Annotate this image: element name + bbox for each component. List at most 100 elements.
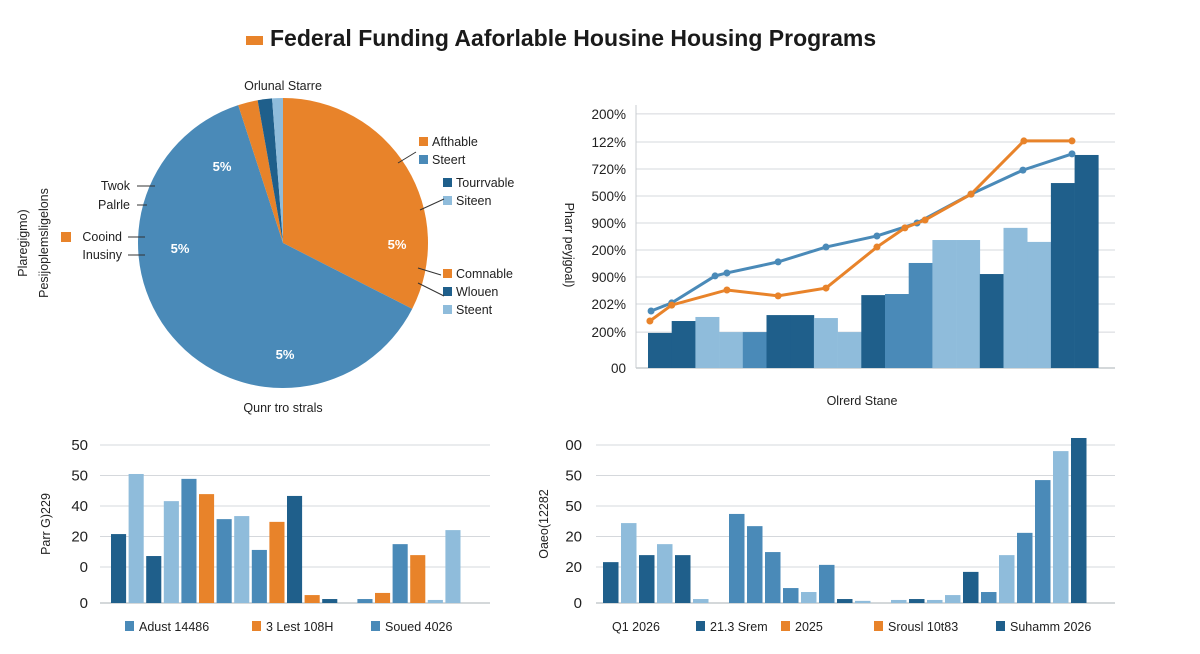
bar xyxy=(675,555,691,603)
legend-label: 3 Lest 108H xyxy=(266,620,333,634)
legend-swatch xyxy=(443,269,452,278)
leader-line xyxy=(397,151,417,164)
bar xyxy=(251,549,267,603)
bar xyxy=(885,294,909,368)
bar xyxy=(375,592,391,603)
y-tick-label: 40 xyxy=(71,498,88,515)
y-tick-label: 0 xyxy=(80,595,88,612)
bar xyxy=(695,316,720,368)
pie-ylabel: Pesijoplemsligelons xyxy=(37,188,51,298)
bar xyxy=(927,599,943,603)
bar xyxy=(648,332,672,368)
pie-data-label: 5% xyxy=(276,347,295,362)
bar xyxy=(837,599,853,603)
pie-data-label: 5% xyxy=(388,237,407,252)
series-point xyxy=(967,190,975,198)
series-point xyxy=(1019,166,1027,174)
legend-swatch xyxy=(874,621,883,631)
y-tick-label: 20 xyxy=(71,529,88,546)
bar xyxy=(1003,227,1028,368)
legend-label: Afthable xyxy=(432,135,478,149)
legend-swatch xyxy=(61,232,71,242)
bar xyxy=(956,240,981,368)
bar xyxy=(932,240,957,368)
series-point xyxy=(873,232,881,240)
series-point xyxy=(646,317,654,325)
bar xyxy=(819,564,835,603)
y-tick-label: 900% xyxy=(591,216,626,231)
legend-swatch xyxy=(419,155,428,164)
bar xyxy=(181,478,197,603)
bar xyxy=(234,516,250,603)
legend-swatch xyxy=(252,621,261,631)
y-tick-label: 0 xyxy=(574,595,582,612)
bar xyxy=(783,588,799,603)
bar xyxy=(963,571,979,603)
pie-slice xyxy=(283,98,429,309)
combo-chart: 00 200% 202% 900% 200% 900% 500% 720% 122% 200% Ol… xyxy=(562,105,1115,408)
leader-line xyxy=(417,282,445,297)
legend-swatch xyxy=(125,621,134,631)
y-tick-label: 122% xyxy=(591,135,626,150)
y-tick-label: 200% xyxy=(591,243,626,258)
legend-swatch xyxy=(443,196,452,205)
pie-data-label: 5% xyxy=(213,159,232,174)
pie-slice xyxy=(272,98,283,243)
y-tick-label: 50 xyxy=(71,437,88,454)
legend-label: Steent xyxy=(456,303,493,317)
legend-label: Comnable xyxy=(456,267,513,281)
series-point xyxy=(723,269,731,277)
legend-label: Q1 2026 xyxy=(612,620,660,634)
legend-label: Wlouen xyxy=(456,285,498,299)
bar xyxy=(719,332,744,368)
y-tick-label: 20 xyxy=(565,529,582,546)
legend-label: Srousl 10t83 xyxy=(888,620,958,634)
pie-ylabel: Plaregigmo) xyxy=(16,209,30,276)
bar xyxy=(729,513,745,603)
y-tick-label: 0 xyxy=(80,559,88,576)
legend-label: Tourrvable xyxy=(456,176,514,190)
pie-chart: 5% 5% 5% 5% Orlunal Starre Qunr tro strals Pla… xyxy=(16,79,514,415)
y-tick-label: 200% xyxy=(591,107,626,122)
leader-line xyxy=(417,267,442,276)
bar xyxy=(999,555,1015,603)
y-tick-label: 202% xyxy=(591,297,626,312)
leader-line xyxy=(419,198,445,211)
y-axis-label: Parr G)229 xyxy=(39,493,53,555)
series-point xyxy=(1068,137,1076,145)
y-tick-label: 50 xyxy=(565,468,582,485)
series-point xyxy=(647,307,655,315)
series-point xyxy=(668,301,676,309)
y-tick-label: 720% xyxy=(591,162,626,177)
series-point xyxy=(873,243,881,251)
bar xyxy=(861,295,886,368)
pie-slice xyxy=(138,105,413,388)
y-tick-label: 20 xyxy=(565,559,582,576)
bar xyxy=(945,595,961,603)
bar xyxy=(603,562,619,603)
bar xyxy=(146,556,162,603)
bar xyxy=(1074,154,1099,368)
pie-xlabel: Qunr tro strals xyxy=(243,401,322,415)
y-tick-label: 500% xyxy=(591,189,626,204)
x-axis-label: Olrerd Stane xyxy=(827,394,898,408)
bar xyxy=(909,599,925,603)
bar xyxy=(392,544,408,603)
legend-label: Adust 14486 xyxy=(139,620,209,634)
series-point xyxy=(723,286,731,294)
pie-data-label: 5% xyxy=(171,241,190,256)
bar xyxy=(801,592,817,603)
bar xyxy=(621,523,637,603)
bar xyxy=(981,592,997,603)
bar xyxy=(445,530,461,603)
legend-swatch xyxy=(419,137,428,146)
bar xyxy=(1017,532,1033,603)
bar xyxy=(639,555,655,603)
bar xyxy=(766,315,791,368)
legend-label: 2025 xyxy=(795,620,823,634)
series-point xyxy=(822,243,830,251)
y-tick-label: 00 xyxy=(565,437,582,454)
legend-swatch xyxy=(443,178,452,187)
bar xyxy=(1035,480,1051,603)
series-point xyxy=(1020,137,1028,145)
